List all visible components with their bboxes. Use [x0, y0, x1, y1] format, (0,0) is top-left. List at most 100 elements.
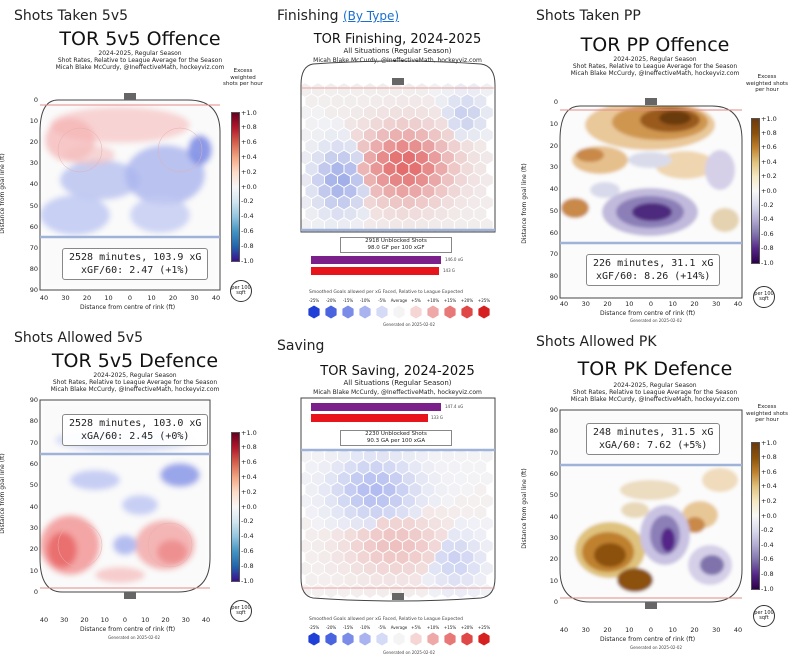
hex-cell: [383, 550, 396, 565]
hex-cell: [390, 218, 402, 232]
hex-cell: [402, 494, 415, 508]
x-tick-label: 0: [648, 626, 654, 634]
hex-cell: [402, 173, 415, 187]
hex-cell: [370, 482, 383, 497]
hex-cell: [318, 139, 331, 154]
hex-cell: [331, 460, 344, 475]
hex-cell: [402, 128, 415, 142]
hex-cell: [480, 150, 493, 165]
hex-cell: [377, 471, 389, 486]
hex-cell: [441, 150, 454, 165]
hex-cell: [383, 139, 396, 154]
hex-cell: [325, 150, 337, 165]
hex-cell: [480, 516, 493, 531]
legend-swatch: [444, 305, 456, 319]
legend-label: +15%: [443, 298, 457, 303]
hex-cell: [364, 471, 376, 486]
hex-cell: [415, 83, 428, 97]
situation-text: All Situations (Regular Season): [343, 379, 452, 387]
desc-text: Shot Rates, Relative to League Average f…: [52, 379, 218, 386]
hex-cell: [448, 527, 461, 542]
hex-cell: [428, 584, 441, 598]
hex-cell: [331, 161, 344, 176]
hex-cell: [415, 218, 428, 232]
hex-cell: [318, 206, 331, 221]
colorbar-gradient: [751, 442, 760, 590]
chart-title: TOR Saving, 2024-2025: [320, 364, 475, 379]
x-tick-label: 40: [559, 300, 569, 308]
colorbar-tick-label: +0.4: [241, 152, 257, 161]
hex-cell: [318, 460, 331, 475]
colorbar-tick-label: +0.4: [761, 157, 777, 166]
hex-cell: [325, 449, 337, 463]
hex-cell: [441, 494, 454, 508]
hex-cell: [396, 94, 409, 109]
x-tick-label: 40: [733, 300, 743, 308]
hex-cell: [318, 505, 331, 520]
hex-cell: [331, 527, 344, 542]
x-tick-label: 40: [559, 626, 569, 634]
hex-cell: [312, 494, 324, 508]
legend-swatch: [342, 305, 354, 319]
bar2-label: 133 G: [431, 415, 444, 420]
hex-cell: [344, 482, 357, 497]
hex-cell: [370, 572, 383, 587]
hex-cell: [396, 505, 409, 520]
generated-text: Generated on 2025-02-02: [108, 635, 160, 640]
y-tick-label: 10: [549, 119, 558, 128]
legend-label: -10%: [359, 298, 371, 303]
y-tick-label: 10: [549, 576, 558, 585]
hex-cell: [390, 150, 402, 165]
panel-5v5-defence: Shots Allowed 5v5 TOR 5v5 Defence 2024-2…: [0, 330, 265, 663]
hex-cell: [383, 460, 396, 475]
hex-cell: [402, 471, 415, 486]
hex-cell: [377, 584, 389, 598]
hex-cell: [312, 584, 324, 598]
hex-cell: [480, 539, 493, 553]
hex-cell: [461, 550, 474, 565]
legend-label: Average: [390, 625, 408, 630]
colorbar-tick-label: +0.8: [761, 128, 777, 137]
hex-cell: [357, 206, 370, 221]
hex-cell: [301, 494, 311, 508]
generated-text: Generated on 2025-02-02: [383, 322, 435, 327]
finishing-hexmap: [300, 60, 496, 275]
x-tick-label: 40: [201, 616, 211, 624]
section-title: Shots Taken PP: [536, 8, 641, 24]
credit-text: Micah Blake McCurdy, @IneffectiveMath, h…: [55, 64, 225, 71]
x-tick-label: 0: [127, 294, 133, 302]
hex-cell: [480, 494, 493, 508]
y-tick-label: 30: [549, 534, 558, 542]
colorbar-tick-label: -0.6: [761, 229, 774, 238]
x-tick-label: 40: [211, 294, 221, 302]
hex-cell: [441, 584, 454, 598]
stat-minutes: 2528 minutes, 103.9 xG: [69, 252, 202, 263]
y-tick-label: 70: [29, 438, 38, 447]
hex-cell: [409, 505, 422, 520]
credit-text: Micah Blake McCurdy, @IneffectiveMath, h…: [313, 57, 482, 64]
hex-cell: [325, 128, 337, 142]
hex-cell: [338, 516, 350, 531]
hex-cell: [305, 161, 318, 176]
colorbar-tick-label: +0.8: [761, 453, 777, 462]
hex-cell: [344, 94, 357, 109]
y-tick-label: 0: [33, 96, 38, 104]
hex-cell: [312, 83, 324, 97]
colorbar-tick-label: -0.8: [241, 241, 254, 250]
hex-cell: [325, 584, 337, 598]
x-axis-label: Distance from centre of rink (ft): [600, 636, 696, 643]
legend-swatch: [461, 632, 473, 646]
hex-cell: [454, 195, 467, 210]
hex-cell: [441, 471, 454, 486]
hex-cell: [396, 572, 409, 587]
by-type-link[interactable]: (By Type): [342, 9, 400, 23]
y-tick-label: 50: [29, 481, 38, 490]
hex-cell: [467, 173, 480, 187]
hex-cell: [305, 116, 318, 131]
hex-cell: [331, 206, 344, 221]
hex-cell: [409, 206, 422, 221]
hex-cell: [390, 173, 402, 187]
hex-cell: [305, 550, 318, 565]
hex-cell: [435, 572, 448, 587]
hex-cell: [480, 128, 493, 142]
